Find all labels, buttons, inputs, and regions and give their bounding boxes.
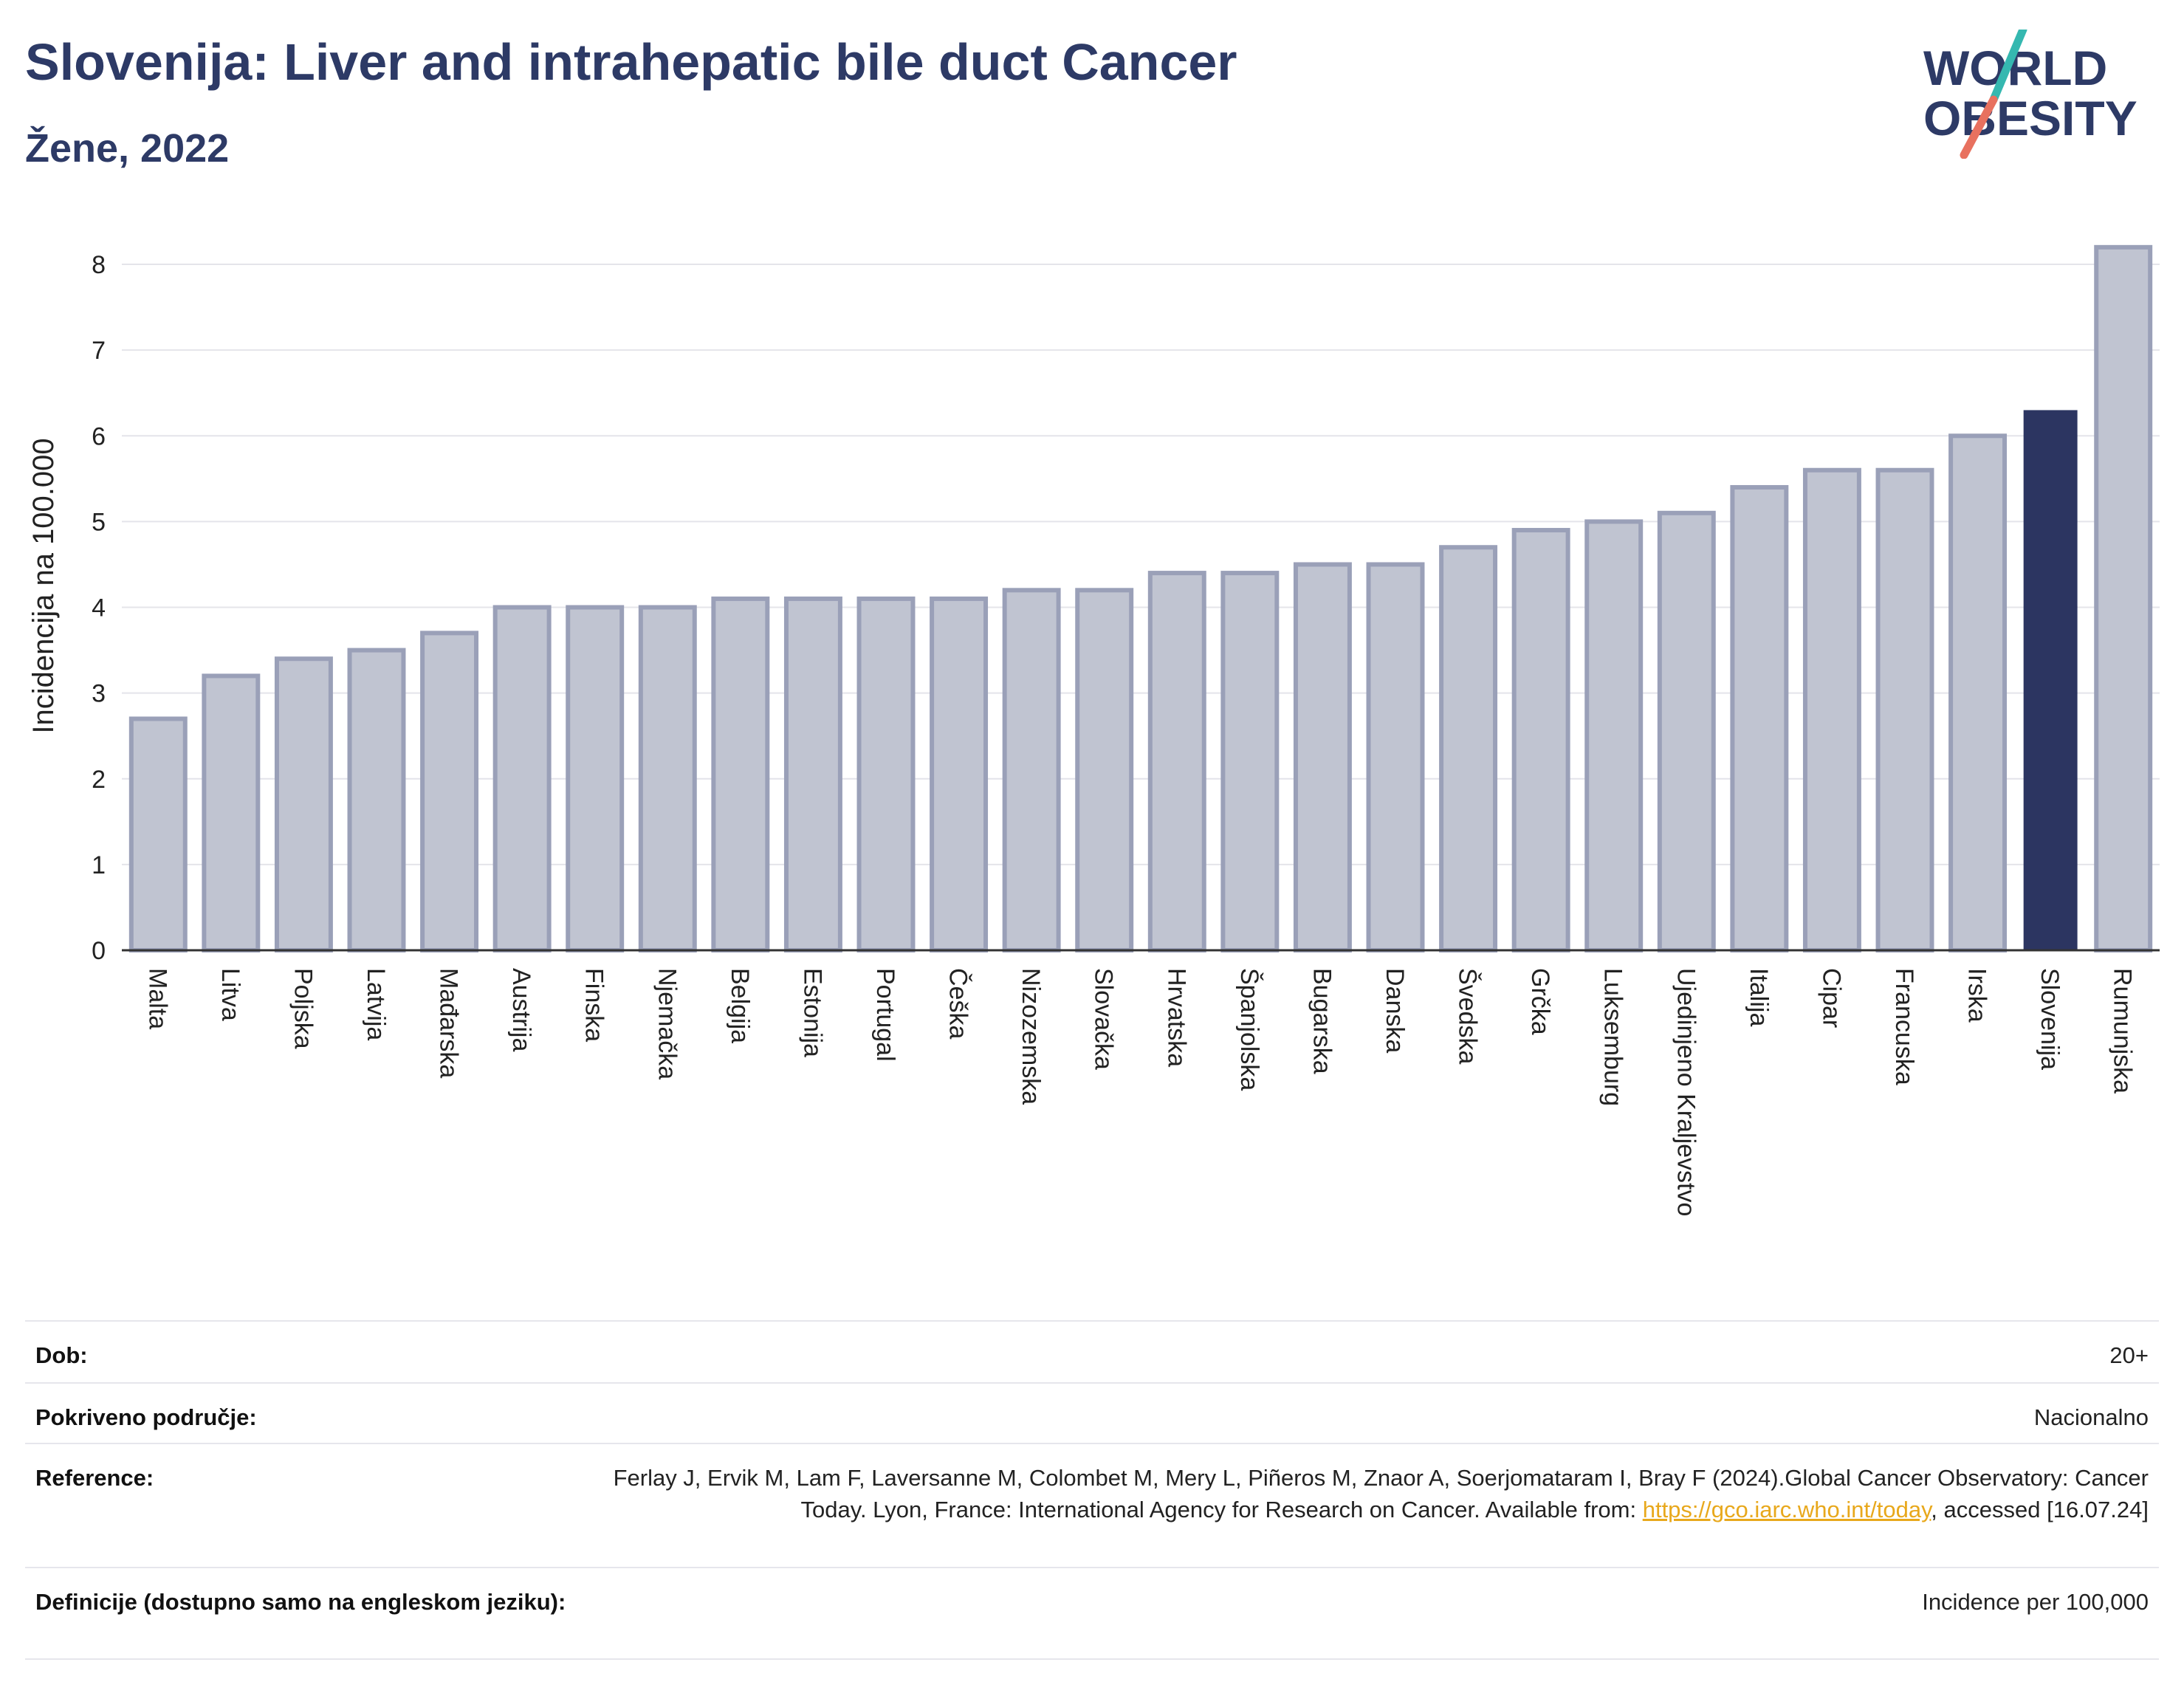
y-tick-label: 3 [92,680,106,708]
definitions-value: Incidence per 100,000 [1922,1589,2149,1615]
x-tick-label: Mađarska [435,968,463,1078]
y-tick-label: 1 [92,851,106,879]
reference-text-end: , accessed [16.07.24] [1931,1497,2149,1522]
age-value: 20+ [2109,1342,2149,1368]
logo-slash-coral [1960,95,1998,159]
x-tick-label: Irska [1963,968,1991,1023]
y-tick-label: 4 [92,594,106,622]
y-tick-label: 8 [92,251,106,279]
y-tick-label: 2 [92,766,106,794]
bar [1730,484,1789,952]
reference-link[interactable]: https://gco.iarc.who.int/today [1642,1497,1931,1522]
bar [1366,562,1425,952]
bar [1875,467,1934,953]
bar [856,596,916,953]
x-tick-label: Malta [143,968,171,1029]
bar [1002,588,1061,953]
bar [711,596,770,953]
y-tick-label: 6 [92,422,106,450]
x-tick-label: Luksemburg [1599,968,1627,1106]
info-row-age: Dob: 20+ [25,1320,2159,1382]
info-table: Dob: 20+ Pokriveno područje: Nacionalno … [25,1320,2159,1660]
coverage-value: Nacionalno [2033,1404,2149,1430]
bar [420,631,479,952]
bar [2094,244,2153,953]
bar [1948,433,2008,952]
x-tick-label: Portugal [871,968,899,1062]
x-tick-label: Španjolska [1235,968,1263,1091]
bar [2023,410,2078,950]
bar [930,596,989,953]
x-tick-label: Litva [216,968,244,1021]
bar [1220,571,1280,952]
bar [1802,467,1861,953]
x-tick-label: Belgija [726,968,754,1043]
bar [566,605,625,952]
bar [1584,519,1644,953]
reference-text: Ferlay J, Ervik M, Lam F, Laversanne M, … [613,1465,2149,1522]
x-tick-label: Francuska [1890,968,1918,1085]
y-tick-label: 7 [92,337,106,365]
age-label: Dob: [35,1342,88,1368]
bar [1439,545,1498,952]
x-tick-label: Italija [1745,968,1773,1026]
x-tick-label: Cipar [1817,968,1845,1028]
bar [128,716,188,952]
info-row-coverage: Pokriveno područje: Nacionalno [25,1382,2159,1443]
bar [638,605,697,952]
bar-chart: 0 1 2 3 4 5 6 7 8 Incidencija na 100.000 Malta Litv… [27,244,2160,1216]
bar [202,673,261,952]
chart-title: Slovenija: Liver and intrahepatic bile d… [25,33,1237,91]
x-tick-label: Švedska [1454,968,1482,1064]
bar [1511,528,1570,952]
x-tick-label: Nizozemska [1017,968,1045,1105]
bar [1147,571,1206,952]
bar [783,596,842,953]
bar [492,605,552,952]
bar [347,648,406,953]
x-tick-label: Grčka [1526,968,1554,1035]
x-tick-label: Latvija [362,968,390,1040]
x-tick-label: Slovenija [2036,968,2064,1070]
x-tick-label: Rumunjska [2109,968,2137,1094]
x-tick-label: Austrija [507,968,535,1051]
reference-label: Reference: [35,1465,154,1491]
logo-text-obesity: OBESITY [1923,91,2137,145]
chart-subtitle: Žene, 2022 [25,126,230,171]
x-tick-label: Poljska [289,968,317,1049]
bar [1657,510,1716,952]
bar [1293,562,1352,952]
x-tick-label: Ujedinjeno Kraljevstvo [1672,968,1700,1216]
x-tick-label: Slovačka [1090,968,1118,1070]
x-tick-label: Bugarska [1308,968,1336,1074]
y-tick-label: 5 [92,508,106,536]
x-tick-label: Njemačka [653,968,681,1079]
x-tick-label: Hrvatska [1162,968,1190,1067]
coverage-label: Pokriveno područje: [35,1404,257,1430]
world-obesity-logo: WORLD OBESITY [1923,30,2137,159]
definitions-label: Definicije (dostupno samo na engleskom j… [35,1589,566,1615]
x-tick-label: Estonija [798,968,826,1057]
y-axis-label: Incidencija na 100.000 [27,438,60,733]
x-tick-label: Češka [944,968,972,1039]
bar [1075,588,1134,953]
info-row-reference: Reference: Ferlay J, Ervik M, Lam F, Lav… [25,1443,2159,1567]
x-tick-label: Finska [580,968,608,1042]
x-tick-label: Danska [1381,968,1409,1053]
reference-value: Ferlay J, Ervik M, Lam F, Laversanne M, … [598,1462,2149,1525]
info-row-definitions: Definicije (dostupno samo na engleskom j… [25,1567,2159,1660]
logo-slash-teal [1989,30,2027,104]
bar [274,656,333,952]
y-tick-label: 0 [92,937,106,965]
